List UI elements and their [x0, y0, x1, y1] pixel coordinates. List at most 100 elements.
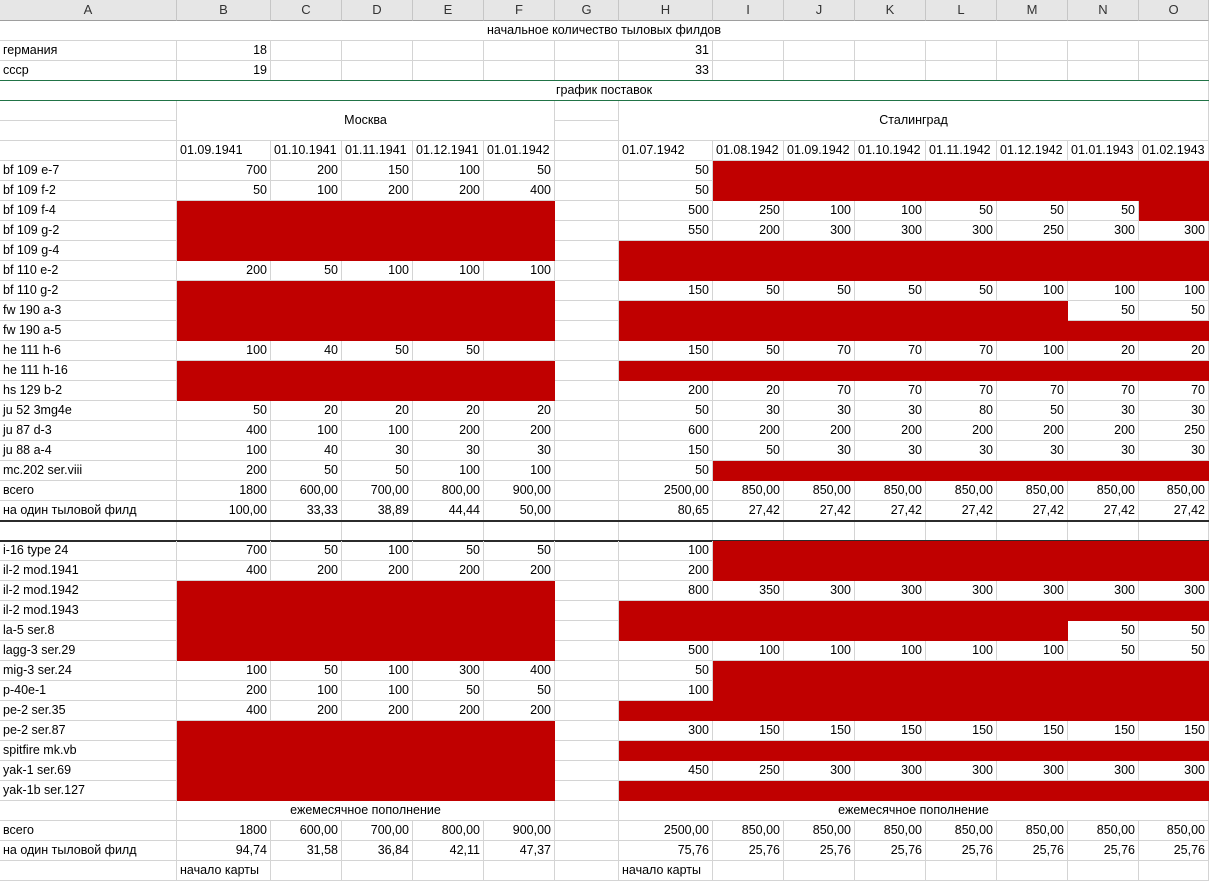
moscow-value[interactable]: 200: [342, 181, 413, 201]
empty-cell[interactable]: [177, 521, 271, 541]
soviet-per-field-moscow[interactable]: 94,74: [177, 841, 271, 861]
moscow-value[interactable]: 50: [484, 161, 555, 181]
empty-cell[interactable]: [555, 841, 619, 861]
stalingrad-value[interactable]: 300: [926, 761, 997, 781]
empty-cell[interactable]: [555, 621, 619, 641]
moscow-value[interactable]: 100: [271, 421, 342, 441]
stalingrad-value[interactable]: 300: [1139, 761, 1209, 781]
moscow-value[interactable]: 400: [177, 561, 271, 581]
soviet-total-stalingrad[interactable]: 2500,00: [619, 821, 713, 841]
stalingrad-value[interactable]: 100: [997, 641, 1068, 661]
empty-cell[interactable]: [1068, 861, 1139, 881]
soviet-total-moscow[interactable]: 800,00: [413, 821, 484, 841]
german-total-stalingrad[interactable]: 850,00: [713, 481, 784, 501]
stalingrad-value[interactable]: 0: [926, 561, 997, 581]
moscow-value[interactable]: 50: [271, 661, 342, 681]
stalingrad-value[interactable]: 0: [1139, 361, 1209, 381]
empty-cell[interactable]: [555, 301, 619, 321]
aircraft-name[interactable]: il-2 mod.1942: [0, 581, 177, 601]
moscow-value[interactable]: 0: [484, 741, 555, 761]
empty-cell[interactable]: [619, 521, 713, 541]
stalingrad-value[interactable]: 300: [1139, 221, 1209, 241]
empty-cell[interactable]: [784, 61, 855, 81]
moscow-value[interactable]: 400: [484, 181, 555, 201]
stalingrad-value[interactable]: 30: [1068, 401, 1139, 421]
empty-cell[interactable]: [555, 761, 619, 781]
empty-cell[interactable]: [413, 41, 484, 61]
stalingrad-value[interactable]: 30: [997, 441, 1068, 461]
stalingrad-value[interactable]: 300: [1068, 761, 1139, 781]
empty-cell[interactable]: [713, 61, 784, 81]
moscow-value[interactable]: 30: [413, 441, 484, 461]
empty-cell[interactable]: [0, 121, 177, 141]
stalingrad-value[interactable]: 0: [997, 181, 1068, 201]
empty-cell[interactable]: [997, 521, 1068, 541]
moscow-value[interactable]: 0: [177, 721, 271, 741]
stalingrad-value[interactable]: 50: [1068, 301, 1139, 321]
stalingrad-value[interactable]: 100: [1139, 281, 1209, 301]
moscow-value[interactable]: 100: [177, 441, 271, 461]
german-total-moscow[interactable]: 600,00: [271, 481, 342, 501]
stalingrad-date[interactable]: 01.09.1942: [784, 141, 855, 161]
moscow-value[interactable]: 0: [484, 601, 555, 621]
aircraft-name[interactable]: il-2 mod.1941: [0, 561, 177, 581]
german-total-stalingrad[interactable]: 850,00: [1068, 481, 1139, 501]
aircraft-name[interactable]: fw 190 a-5: [0, 321, 177, 341]
soviet-per-field-stalingrad[interactable]: 25,76: [855, 841, 926, 861]
stalingrad-value[interactable]: 0: [855, 621, 926, 641]
moscow-value[interactable]: 200: [177, 261, 271, 281]
stalingrad-value[interactable]: 0: [1068, 321, 1139, 341]
stalingrad-value[interactable]: 0: [1139, 561, 1209, 581]
moscow-value[interactable]: 0: [342, 301, 413, 321]
stalingrad-value[interactable]: 0: [1139, 601, 1209, 621]
moscow-value[interactable]: 0: [484, 581, 555, 601]
empty-cell[interactable]: [342, 41, 413, 61]
empty-cell[interactable]: [555, 361, 619, 381]
soviet-total-moscow[interactable]: 900,00: [484, 821, 555, 841]
moscow-value[interactable]: 100: [413, 161, 484, 181]
moscow-value[interactable]: 30: [342, 441, 413, 461]
moscow-value[interactable]: 0: [413, 641, 484, 661]
german-total-moscow[interactable]: 1800: [177, 481, 271, 501]
stalingrad-value[interactable]: 600: [619, 421, 713, 441]
stalingrad-value[interactable]: 0: [1139, 261, 1209, 281]
stalingrad-value[interactable]: 0: [1068, 741, 1139, 761]
stalingrad-header[interactable]: Сталинград: [619, 101, 1209, 141]
stalingrad-date[interactable]: 01.02.1943: [1139, 141, 1209, 161]
initial-moscow[interactable]: 19: [177, 61, 271, 81]
aircraft-name[interactable]: bf 109 e-7: [0, 161, 177, 181]
stalingrad-value[interactable]: 0: [713, 321, 784, 341]
stalingrad-date[interactable]: 01.11.1942: [926, 141, 997, 161]
stalingrad-value[interactable]: 50: [926, 281, 997, 301]
moscow-value[interactable]: 0: [271, 781, 342, 801]
stalingrad-value[interactable]: 0: [619, 701, 713, 721]
stalingrad-value[interactable]: 0: [713, 161, 784, 181]
stalingrad-value[interactable]: 70: [926, 341, 997, 361]
stalingrad-value[interactable]: 200: [997, 421, 1068, 441]
soviet-total-stalingrad[interactable]: 850,00: [1139, 821, 1209, 841]
german-total-stalingrad[interactable]: 2500,00: [619, 481, 713, 501]
empty-cell[interactable]: [855, 61, 926, 81]
moscow-value[interactable]: 100: [342, 681, 413, 701]
german-per-field-stalingrad[interactable]: 27,42: [713, 501, 784, 521]
stalingrad-value[interactable]: 150: [713, 721, 784, 741]
empty-cell[interactable]: [1068, 521, 1139, 541]
stalingrad-value[interactable]: 0: [926, 361, 997, 381]
german-per-field-stalingrad[interactable]: 27,42: [997, 501, 1068, 521]
empty-cell[interactable]: [342, 521, 413, 541]
empty-cell[interactable]: [271, 861, 342, 881]
german-total-moscow[interactable]: 900,00: [484, 481, 555, 501]
empty-cell[interactable]: [926, 521, 997, 541]
aircraft-name[interactable]: fw 190 a-3: [0, 301, 177, 321]
moscow-value[interactable]: 0: [342, 281, 413, 301]
column-header-I[interactable]: I: [713, 0, 784, 21]
moscow-value[interactable]: 0: [177, 601, 271, 621]
stalingrad-value[interactable]: 0: [713, 361, 784, 381]
stalingrad-value[interactable]: 80: [926, 401, 997, 421]
empty-cell[interactable]: [1139, 41, 1209, 61]
aircraft-name[interactable]: he 111 h-16: [0, 361, 177, 381]
stalingrad-value[interactable]: 50: [619, 181, 713, 201]
empty-cell[interactable]: [555, 241, 619, 261]
stalingrad-value[interactable]: 0: [713, 241, 784, 261]
